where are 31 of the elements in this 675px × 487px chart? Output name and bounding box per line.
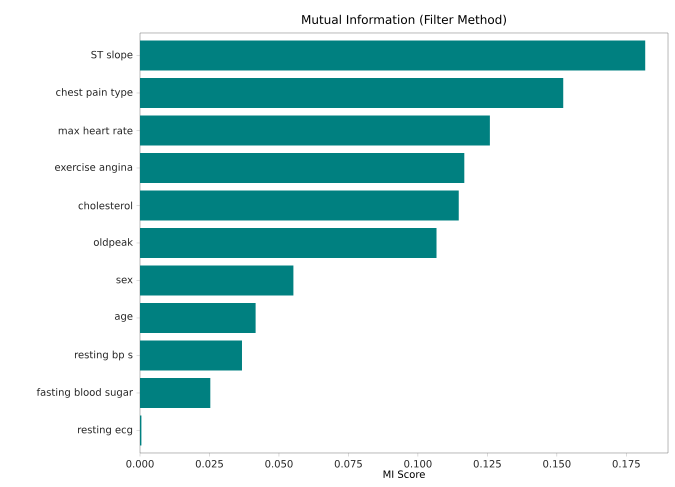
x-tick-label: 0.175 <box>612 460 640 468</box>
bar <box>140 152 464 183</box>
y-tick-label: oldpeak <box>94 238 133 248</box>
x-tick-label: 0.150 <box>543 460 570 468</box>
y-tick-label: age <box>114 314 132 322</box>
bar <box>140 228 437 258</box>
x-tick-label: 0.000 <box>126 460 154 468</box>
x-tick-label: 0.075 <box>334 460 362 468</box>
bar <box>140 78 564 108</box>
bar <box>140 302 256 333</box>
x-tick-label: 0.125 <box>474 460 501 468</box>
chart-title: Mutual Information (Filter Method) <box>302 14 506 26</box>
x-axis-title: MI Score <box>384 470 425 478</box>
bar <box>140 190 459 220</box>
y-tick-label: chest pain type <box>56 88 132 98</box>
bar <box>140 115 490 146</box>
y-tick-label: fasting blood sugar <box>36 388 133 398</box>
y-tick-label: sex <box>116 278 133 284</box>
y-tick-label: resting ecg <box>78 426 132 436</box>
x-tick-label: 0.100 <box>404 460 432 468</box>
x-tick-label: 0.025 <box>196 460 223 468</box>
y-tick-label: max heart rate <box>58 126 132 134</box>
bar <box>140 265 294 296</box>
x-tick-label: 0.050 <box>265 460 293 468</box>
y-tick-label: exercise angina <box>55 163 132 173</box>
y-tick-label: cholesterol <box>78 202 132 210</box>
bar <box>140 40 646 70</box>
y-tick-label: resting bp s <box>74 350 132 360</box>
bar <box>140 340 242 370</box>
bar <box>140 378 210 408</box>
y-tick-label: ST slope <box>91 50 132 60</box>
